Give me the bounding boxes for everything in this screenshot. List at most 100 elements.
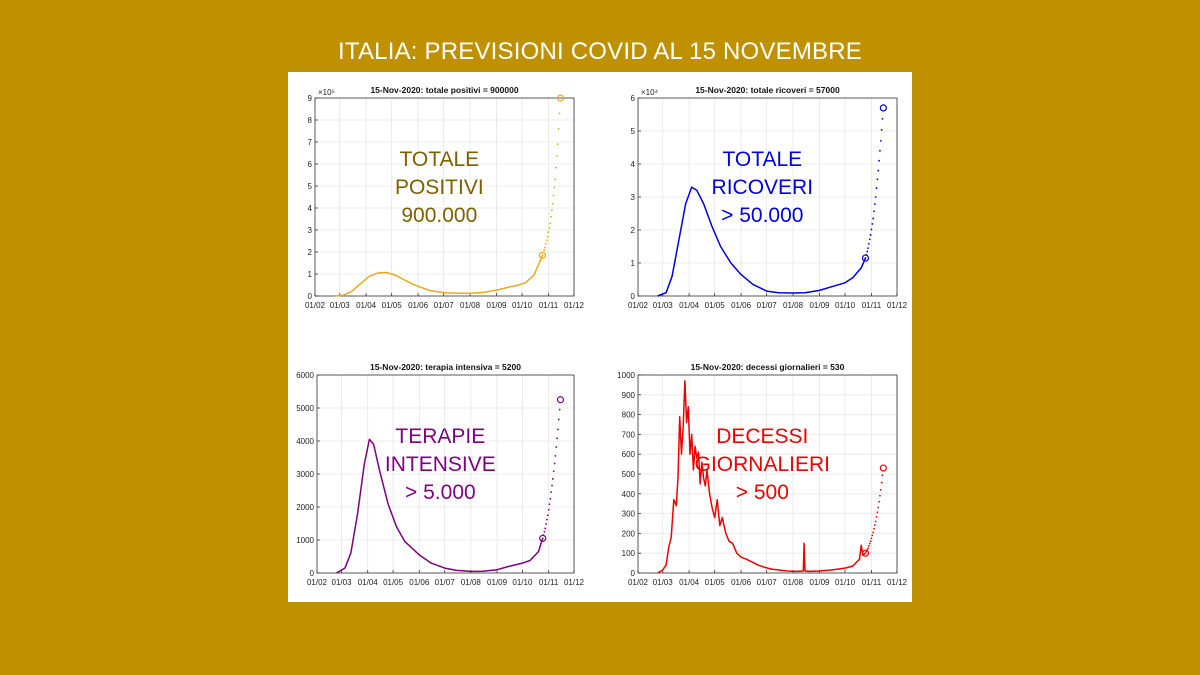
forecast-dot bbox=[545, 239, 548, 242]
y-tick-label: 800 bbox=[622, 411, 636, 420]
forecast-dot bbox=[871, 534, 874, 537]
marker-circle bbox=[861, 549, 870, 557]
x-tick-label: 01/07 bbox=[757, 578, 778, 587]
x-tick-label: 01/06 bbox=[731, 301, 752, 310]
y-tick-label: 4000 bbox=[296, 437, 314, 446]
forecast-dot bbox=[879, 140, 882, 142]
forecast-dot bbox=[546, 518, 548, 521]
x-tick-label: 01/12 bbox=[887, 578, 908, 587]
forecast-dot bbox=[557, 127, 560, 130]
forecast-dot bbox=[875, 516, 878, 518]
series-line bbox=[657, 186, 867, 297]
marker-circle bbox=[861, 254, 870, 262]
x-tick-label: 01/05 bbox=[705, 578, 726, 587]
annotation-text: TOTALE bbox=[399, 148, 479, 171]
forecast-dot bbox=[558, 112, 561, 115]
annotation-text: TOTALE bbox=[722, 148, 802, 171]
forecast-dot bbox=[867, 545, 870, 547]
x-tick-label: 01/02 bbox=[305, 301, 326, 310]
annotation-text: > 500 bbox=[736, 481, 789, 504]
x-tick-label: 01/03 bbox=[653, 301, 674, 310]
forecast-dot bbox=[878, 500, 881, 503]
x-tick-label: 01/11 bbox=[862, 301, 882, 310]
y-tick-label: 5000 bbox=[296, 404, 314, 413]
y-tick-label: 4 bbox=[631, 160, 636, 169]
x-tick-label: 01/09 bbox=[487, 578, 508, 587]
marker-circle bbox=[556, 396, 565, 404]
forecast-dot bbox=[543, 530, 546, 533]
annotation-text: POSITIVI bbox=[395, 176, 484, 199]
slide-title: ITALIA: PREVISIONI COVID AL 15 NOVEMBRE bbox=[338, 38, 862, 65]
forecast-dot bbox=[879, 149, 881, 152]
x-tick-label: 01/02 bbox=[628, 578, 649, 587]
x-tick-label: 01/12 bbox=[564, 578, 585, 587]
forecast-dot bbox=[878, 159, 881, 162]
forecast-dot bbox=[545, 523, 548, 525]
y-tick-label: 5 bbox=[308, 182, 313, 191]
x-tick-label: 01/06 bbox=[731, 578, 752, 587]
forecast-dot bbox=[548, 226, 551, 229]
forecast-dot bbox=[550, 209, 553, 212]
x-tick-label: 01/05 bbox=[382, 301, 403, 310]
plot-frame bbox=[314, 97, 575, 297]
x-tick-label: 01/06 bbox=[408, 301, 429, 310]
forecast-dot bbox=[867, 547, 869, 550]
x-tick-label: 01/03 bbox=[330, 301, 351, 310]
forecast-dot bbox=[556, 437, 558, 440]
x-tick-label: 01/03 bbox=[653, 578, 674, 587]
forecast-dot bbox=[868, 238, 871, 241]
y-tick-label: 1000 bbox=[617, 371, 635, 380]
forecast-dot bbox=[541, 254, 544, 257]
x-tick-label: 01/09 bbox=[809, 301, 830, 310]
forecast-dot bbox=[873, 203, 876, 206]
forecast-dot bbox=[864, 552, 867, 555]
x-tick-label: 01/10 bbox=[512, 301, 533, 310]
forecast-dot bbox=[869, 234, 872, 236]
marker-circle bbox=[556, 94, 564, 102]
x-tick-label: 01/04 bbox=[356, 301, 377, 310]
x-tick-label: 01/07 bbox=[435, 578, 456, 587]
y-tick-label: 400 bbox=[622, 490, 636, 499]
y-tick-label: 6000 bbox=[296, 371, 314, 380]
x-tick-label: 01/11 bbox=[539, 301, 559, 310]
forecast-dot bbox=[867, 247, 869, 250]
x-tick-label: 01/07 bbox=[757, 301, 778, 310]
forecast-dot bbox=[873, 527, 875, 530]
marker-circle bbox=[879, 464, 887, 472]
forecast-dot bbox=[556, 155, 558, 157]
forecast-dot bbox=[554, 454, 557, 457]
x-tick-label: 01/03 bbox=[332, 578, 353, 587]
forecast-dot bbox=[547, 508, 550, 511]
x-tick-label: 01/02 bbox=[307, 578, 328, 587]
chart-title: 15-Nov-2020: terapia intensiva = 5200 bbox=[370, 362, 521, 372]
y-tick-label: 6 bbox=[631, 94, 636, 103]
annotation-text: > 5.000 bbox=[405, 481, 476, 504]
forecast-dot bbox=[553, 462, 556, 465]
marker-circle bbox=[879, 104, 887, 112]
forecast-dot bbox=[556, 143, 559, 146]
x-tick-label: 01/12 bbox=[564, 301, 585, 310]
y-tick-label: 0 bbox=[631, 569, 636, 578]
forecast-dot bbox=[551, 478, 554, 480]
x-tick-label: 01/08 bbox=[783, 578, 804, 587]
chart-3: 0 1000 2000 3000 4000 5000 6000 01/02 01/03 01/04… bbox=[296, 362, 584, 587]
y-exponent-label: ×10⁵ bbox=[318, 88, 335, 97]
y-tick-label: 700 bbox=[622, 430, 636, 439]
y-tick-label: 1 bbox=[308, 270, 313, 279]
annotation-text: INTENSIVE bbox=[385, 453, 496, 476]
y-tick-label: 0 bbox=[310, 569, 315, 578]
x-tick-label: 01/08 bbox=[783, 301, 804, 310]
forecast-dot bbox=[557, 428, 559, 431]
x-tick-label: 01/10 bbox=[835, 578, 856, 587]
forecast-dot bbox=[876, 511, 879, 514]
forecast-dot bbox=[552, 470, 555, 473]
x-tick-label: 01/11 bbox=[539, 578, 559, 587]
y-tick-label: 2 bbox=[308, 248, 313, 257]
annotation-text: RICOVERI bbox=[712, 176, 814, 199]
annotation-text: TERAPIE bbox=[395, 425, 485, 448]
x-tick-label: 01/09 bbox=[809, 578, 830, 587]
y-tick-label: 2 bbox=[631, 226, 636, 235]
forecast-dot bbox=[873, 210, 875, 213]
x-tick-label: 01/05 bbox=[383, 578, 404, 587]
forecast-dot bbox=[872, 217, 875, 220]
